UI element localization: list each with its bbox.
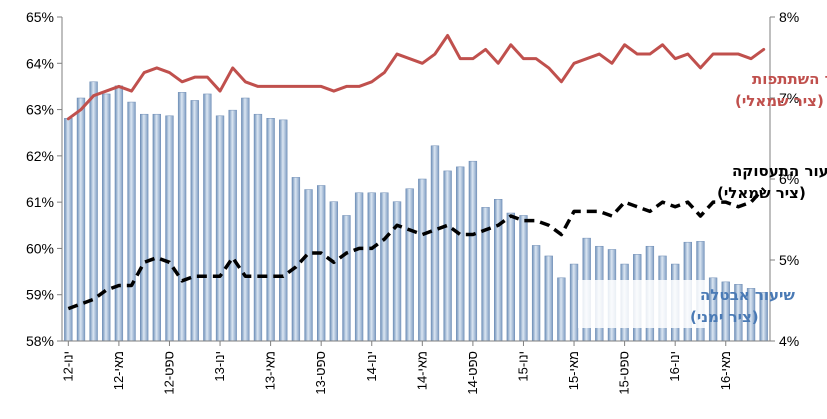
unemployment-bar — [519, 215, 528, 342]
unemployment-bar — [531, 245, 541, 342]
x-tick-label: מאי-16 — [718, 351, 733, 390]
unemployment-bar — [241, 97, 250, 342]
employment-label: שיעור התעסוקה — [732, 162, 827, 180]
right-tick-label: 4% — [779, 333, 799, 349]
left-tick-label: 64% — [26, 55, 54, 71]
right-tick-label: 5% — [779, 252, 799, 268]
right-tick-label: 6% — [779, 171, 799, 187]
unemployment-bar — [304, 189, 313, 342]
unemployment-bar — [152, 113, 161, 342]
unemployment-bar — [405, 188, 414, 342]
left-tick-label: 65% — [26, 9, 54, 25]
x-tick-label: מאי-13 — [263, 351, 278, 390]
unemployment-bar — [253, 113, 263, 342]
right-tick-label: 7% — [779, 90, 799, 106]
participation-label: שיעור השתתפות — [752, 70, 827, 88]
unemployment-bar — [430, 145, 440, 342]
unemployment-bar — [177, 92, 187, 342]
unemployment-bar — [456, 166, 465, 342]
unemployment-bar — [127, 101, 136, 342]
unemployment-label-bg — [578, 280, 706, 328]
x-tick-label: ינו-16 — [667, 351, 682, 382]
x-tick-label: מאי-15 — [566, 351, 581, 390]
unemployment-bar — [203, 93, 212, 342]
axes: 58% 59% 60% 61% 62% 63% 64% 65% 4% 5% 6% 7% 8% ינו-12… — [26, 9, 799, 395]
unemployment-bar — [190, 100, 199, 342]
left-tick-label: 58% — [26, 333, 54, 349]
unemployment-bar — [468, 160, 478, 342]
unemployment-bar — [266, 118, 275, 342]
unemployment-bar — [569, 263, 579, 342]
x-tick-label: ספט-12 — [161, 351, 176, 395]
unemployment-bar — [317, 185, 326, 342]
x-tick-label: מאי-12 — [111, 351, 126, 390]
unemployment-bar — [76, 97, 86, 342]
unemployment-bar — [506, 212, 515, 342]
x-tick-label: ספט-13 — [313, 351, 328, 395]
series-lines — [66, 34, 766, 311]
unemployment-bar — [102, 93, 111, 342]
unemployment-bar — [392, 201, 402, 342]
unemployment-bar — [342, 215, 351, 342]
unemployment-bar — [367, 192, 376, 342]
unemployment-bar — [380, 192, 389, 342]
left-tick-label: 59% — [26, 287, 54, 303]
employment-axis-note: (ציר שמאלי) — [717, 184, 806, 202]
x-tick-label: ינו-15 — [515, 351, 530, 382]
unemployment-bar — [354, 192, 364, 342]
unemployment-axis-note: (ציר ימני) — [690, 308, 759, 326]
right-tick-label: 8% — [779, 9, 799, 25]
unemployment-bar — [494, 199, 503, 342]
unemployment-bar — [165, 115, 174, 342]
unemployment-bar — [557, 277, 566, 342]
unemployment-bar — [140, 113, 149, 342]
unemployment-bar — [291, 177, 301, 342]
x-tick-label: מאי-14 — [414, 351, 429, 390]
x-tick-label: ינו-13 — [212, 351, 227, 382]
unemployment-bar — [443, 170, 452, 342]
unemployment-bar — [544, 255, 553, 342]
left-tick-label: 62% — [26, 148, 54, 164]
participation-axis-note: (ציר שמאלי) — [735, 92, 824, 110]
unemployment-bar — [215, 115, 225, 342]
unemployment-label: שיעור אבטלה — [700, 286, 795, 304]
unemployment-bar — [418, 178, 427, 342]
left-tick-label: 63% — [26, 102, 54, 118]
x-tick-label: ינו-14 — [364, 351, 379, 382]
unemployment-bar — [228, 109, 237, 342]
employment-rate-line — [67, 187, 765, 311]
x-tick-label: ספט-14 — [465, 351, 480, 395]
x-tick-label: ספט-15 — [617, 351, 632, 395]
left-tick-label: 61% — [26, 194, 54, 210]
left-tick-label: 60% — [26, 240, 54, 256]
unemployment-bar — [279, 119, 288, 342]
x-tick-label: ינו-12 — [60, 351, 75, 382]
unemployment-bar — [114, 85, 124, 342]
participation-rate-line — [66, 34, 766, 121]
unemployment-bar — [329, 201, 338, 342]
